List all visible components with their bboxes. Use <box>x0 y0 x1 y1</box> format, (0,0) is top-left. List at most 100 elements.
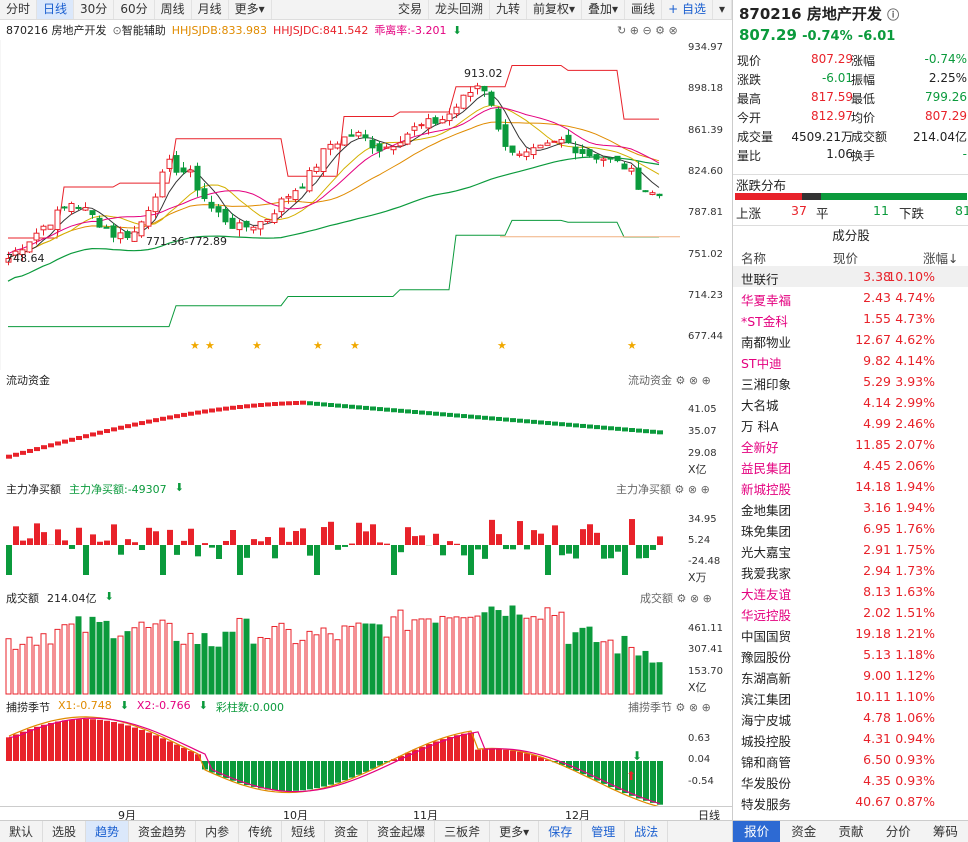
candlestick-chart[interactable]: ★ ★ ★ ★ ★ ★ ★ <box>0 40 688 370</box>
trade-button[interactable]: 交易 <box>392 0 429 19</box>
down-label: 下跌 <box>899 206 925 221</box>
overlay-button[interactable]: 叠加▾ <box>582 0 626 19</box>
add-watchlist-button[interactable]: + 自选 <box>662 0 713 19</box>
constituent-row[interactable]: 南都物业 12.67 4.62% <box>733 329 968 350</box>
dist-up-segment <box>735 193 802 200</box>
tab-price-dist[interactable]: 分价 <box>885 824 911 839</box>
constituent-row[interactable]: 世联行 3.38 10.10% <box>733 266 968 287</box>
constituent-row[interactable]: 大连友谊 8.13 1.63% <box>733 581 968 602</box>
constituent-row[interactable]: 海宁皮城 4.78 1.06% <box>733 707 968 728</box>
expand-icon[interactable]: ⊕ <box>701 374 711 387</box>
tab-more[interactable]: 更多▾ <box>490 820 540 842</box>
tab-funds[interactable]: 资金 <box>791 824 817 839</box>
net-buy-chart[interactable] <box>0 495 688 587</box>
constituent-row[interactable]: 益民集团 4.45 2.06% <box>733 455 968 476</box>
tab-default[interactable]: 默认 <box>0 820 44 842</box>
constituent-row[interactable]: 华远控股 2.02 1.51% <box>733 602 968 623</box>
chevron-down-icon[interactable]: ▾ <box>713 0 732 19</box>
tab-select[interactable]: 选股 <box>43 820 87 842</box>
save-button[interactable]: 保存 <box>539 820 583 842</box>
tab-30min[interactable]: 30分 <box>74 0 115 19</box>
flow-chart[interactable] <box>0 386 688 476</box>
constituent-row[interactable]: 中国国贸 19.18 1.21% <box>733 623 968 644</box>
col-price[interactable]: 现价 <box>833 251 859 266</box>
close-icon[interactable]: ⊗ <box>687 483 698 496</box>
tab-three-axes[interactable]: 三板斧 <box>435 820 491 842</box>
gear-icon[interactable]: ⚙ <box>655 24 666 37</box>
strategy-button[interactable]: 战法 <box>625 820 669 842</box>
tab-minute[interactable]: 分时 <box>0 0 38 19</box>
expand-icon[interactable]: ⊕ <box>701 701 711 714</box>
tab-trend[interactable]: 趋势 <box>86 820 130 842</box>
constituent-row[interactable]: 三湘印象 5.29 3.93% <box>733 371 968 392</box>
constituent-row[interactable]: 城投控股 4.31 0.94% <box>733 728 968 749</box>
net-bar <box>391 545 397 575</box>
tab-fund-burst[interactable]: 资金起爆 <box>368 820 436 842</box>
constituent-row[interactable]: ST中迪 9.82 4.14% <box>733 350 968 371</box>
tab-traditional[interactable]: 传统 <box>239 820 283 842</box>
refresh-icon[interactable]: ↻ <box>617 24 627 37</box>
tab-quote[interactable]: 报价 <box>733 821 781 842</box>
zoom-in-icon[interactable]: ⊕ <box>629 24 639 37</box>
ytick: 41.05 <box>688 404 717 415</box>
season-chart[interactable]: ⬇⬆ <box>0 713 688 806</box>
season-bar <box>587 761 593 778</box>
constituent-row[interactable]: 大名城 4.14 2.99% <box>733 392 968 413</box>
tab-short[interactable]: 短线 <box>282 820 326 842</box>
gear-icon[interactable]: ⚙ <box>675 701 686 714</box>
constituent-row[interactable]: 金地集团 3.16 1.94% <box>733 497 968 518</box>
constituent-row[interactable]: *ST金科 1.55 4.73% <box>733 308 968 329</box>
constituent-row[interactable]: 珠免集团 6.95 1.76% <box>733 518 968 539</box>
flow-mark <box>594 425 600 430</box>
tab-weekly[interactable]: 周线 <box>155 0 192 19</box>
constituent-row[interactable]: 华夏幸福 2.43 4.74% <box>733 287 968 308</box>
constituent-row[interactable]: 我爱我家 2.94 1.73% <box>733 560 968 581</box>
tab-fund[interactable]: 资金 <box>325 820 369 842</box>
close-icon[interactable]: ⊗ <box>689 592 700 605</box>
expand-icon[interactable]: ⊕ <box>702 592 712 605</box>
constituent-row[interactable]: 新城控股 14.18 1.94% <box>733 476 968 497</box>
ytick: 861.39 <box>688 125 723 136</box>
volume-bar <box>635 655 642 695</box>
info-icon[interactable]: ⓘ <box>887 8 900 22</box>
constituent-row[interactable]: 华发股份 4.35 0.93% <box>733 770 968 791</box>
draw-button[interactable]: 画线 <box>625 0 663 19</box>
expand-icon[interactable]: ⊕ <box>700 483 710 496</box>
dragon-review-button[interactable]: 龙头回溯 <box>429 0 490 19</box>
zoom-out-icon[interactable]: ⊖ <box>642 24 652 37</box>
tab-60min[interactable]: 60分 <box>114 0 155 19</box>
constituent-row[interactable]: 锦和商管 6.50 0.93% <box>733 749 968 770</box>
constituent-row[interactable]: 滨江集团 10.11 1.10% <box>733 686 968 707</box>
tab-monthly[interactable]: 月线 <box>192 0 229 19</box>
tab-chips[interactable]: 筹码 <box>932 824 958 839</box>
manage-button[interactable]: 管理 <box>582 820 626 842</box>
volume-bar <box>376 624 383 695</box>
nine-turn-button[interactable]: 九转 <box>490 0 527 19</box>
adjust-button[interactable]: 前复权▾ <box>527 0 583 19</box>
assist-toggle[interactable]: ⊙智能辅助 <box>112 24 166 37</box>
constituent-row[interactable]: 东湖高新 9.00 1.12% <box>733 665 968 686</box>
tab-daily[interactable]: 日线 <box>37 0 75 19</box>
constituent-row[interactable]: 全新好 11.85 2.07% <box>733 434 968 455</box>
constituent-row[interactable]: 豫园股份 5.13 1.18% <box>733 644 968 665</box>
turnover-chart[interactable] <box>0 604 688 696</box>
flow-mark <box>328 403 334 408</box>
tab-insider[interactable]: 内参 <box>196 820 240 842</box>
tab-fund-trend[interactable]: 资金趋势 <box>129 820 197 842</box>
tab-more[interactable]: 更多▾ <box>229 0 272 19</box>
flow-mark <box>202 409 208 414</box>
col-name[interactable]: 名称 <box>741 251 767 266</box>
col-pct[interactable]: 涨幅↓ <box>923 251 959 266</box>
gear-icon[interactable]: ⚙ <box>674 483 685 496</box>
gear-icon[interactable]: ⚙ <box>676 592 687 605</box>
gear-icon[interactable]: ⚙ <box>675 374 686 387</box>
close-icon[interactable]: ⊗ <box>688 374 699 387</box>
close-icon[interactable]: ⊗ <box>688 701 699 714</box>
constituent-row[interactable]: 光大嘉宝 2.91 1.75% <box>733 539 968 560</box>
candle-body <box>481 85 488 92</box>
close-icon[interactable]: ⊗ <box>668 24 678 37</box>
constituent-row[interactable]: 万 科A 4.99 2.46% <box>733 413 968 434</box>
constituent-row[interactable]: 特发服务 40.67 0.87% <box>733 791 968 812</box>
flow-mark <box>62 439 68 444</box>
tab-contribution[interactable]: 贡献 <box>838 824 864 839</box>
